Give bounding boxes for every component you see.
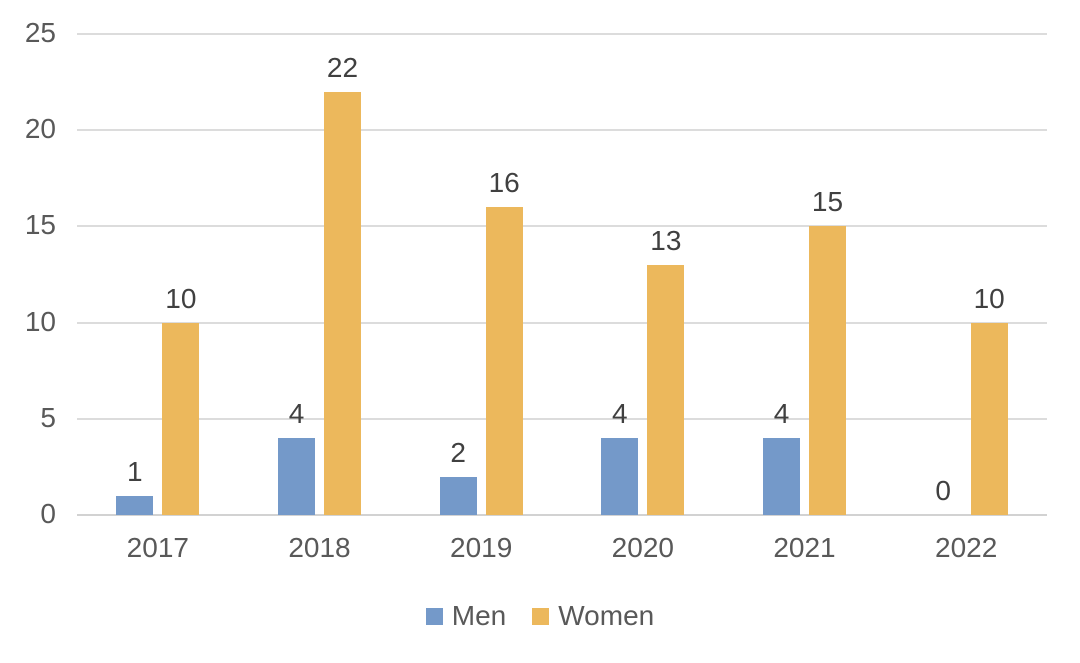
y-axis-tick-label: 20 — [24, 113, 56, 145]
y-axis-tick-label: 10 — [24, 305, 56, 337]
data-label-men-2022: 0 — [935, 475, 951, 506]
y-axis-tick-label: 5 — [40, 401, 56, 433]
data-label-men-2019: 2 — [450, 436, 466, 468]
gridline — [77, 33, 1047, 35]
bar-men-2018 — [278, 438, 315, 515]
x-axis-category-label: 2017 — [126, 532, 189, 563]
bar-women-2021 — [809, 226, 846, 515]
bar-men-2017 — [116, 495, 154, 515]
legend-label: Men — [451, 600, 507, 631]
bar-women-2022 — [970, 322, 1008, 515]
x-axis-category-label: 2022 — [935, 532, 998, 563]
x-axis-category-label: 2021 — [773, 532, 836, 563]
data-label-men-2021: 4 — [773, 398, 790, 430]
data-label-men-2018: 4 — [288, 398, 305, 430]
gridline — [77, 321, 1047, 324]
gridline — [77, 417, 1047, 420]
data-label-women-2018: 22 — [326, 51, 359, 83]
y-axis-tick-label: 0 — [40, 498, 56, 529]
x-axis-category-label: 2018 — [288, 532, 351, 563]
data-label-men-2017: 1 — [127, 455, 143, 487]
legend-item-men: Men — [425, 599, 507, 633]
x-axis-baseline — [77, 514, 1047, 516]
x-axis-category-label: 2020 — [611, 532, 674, 563]
legend: Men Women — [0, 599, 1080, 633]
data-label-women-2019: 16 — [488, 167, 520, 199]
y-axis-tick-label: 15 — [24, 209, 56, 241]
y-axis-tick-label: 25 — [24, 17, 56, 48]
legend-item-women: Women — [532, 599, 654, 633]
x-axis-category-label: 2019 — [450, 532, 513, 563]
data-label-women-2021: 15 — [811, 186, 844, 218]
data-label-women-2020: 13 — [650, 224, 682, 256]
legend-label: Women — [558, 600, 655, 631]
gridline — [77, 225, 1047, 228]
bar-women-2020 — [647, 264, 685, 515]
legend-swatch-men — [425, 607, 443, 625]
bar-men-2020 — [601, 438, 639, 515]
data-label-men-2020: 4 — [612, 398, 628, 430]
bar-men-2021 — [763, 438, 800, 515]
data-label-women-2017: 10 — [165, 282, 197, 314]
bar-women-2018 — [324, 91, 361, 515]
data-label-women-2022: 10 — [973, 282, 1005, 314]
legend-swatch-women — [532, 607, 550, 625]
bar-men-2019 — [439, 476, 477, 515]
bar-women-2017 — [162, 322, 200, 515]
bar-women-2019 — [485, 207, 523, 515]
gridline — [77, 129, 1047, 132]
